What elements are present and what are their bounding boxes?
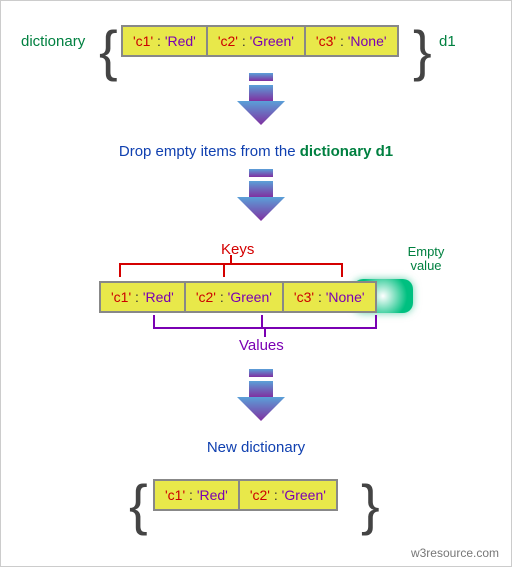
dict-row-1: 'c1' : 'Red' 'c2' : 'Green' 'c3' : 'None… xyxy=(121,25,399,57)
empty-value-label: Emptyvalue xyxy=(401,245,451,273)
brace-close-1: } xyxy=(413,31,432,71)
d1-label: d1 xyxy=(439,33,456,50)
arrow-3 xyxy=(231,369,291,427)
cell-r2-1: 'c2' : 'Green' xyxy=(185,282,283,312)
values-bracket xyxy=(153,315,377,329)
brace-close-3: } xyxy=(361,485,380,525)
cell-r2-2: 'c3' : 'None' xyxy=(283,282,376,312)
step-caption: Drop empty items from the dictionary d1 xyxy=(1,143,511,160)
cell-r3-0: 'c1' : 'Red' xyxy=(154,480,239,510)
dict-row-2: 'c1' : 'Red' 'c2' : 'Green' 'c3' : 'None… xyxy=(99,281,377,313)
keys-bracket xyxy=(119,263,343,277)
cell-r1-0: 'c1' : 'Red' xyxy=(122,26,207,56)
arrow-1 xyxy=(231,73,291,131)
brace-open-3: { xyxy=(129,485,148,525)
cell-r3-1: 'c2' : 'Green' xyxy=(239,480,337,510)
diagram-container: dictionary { 'c1' : 'Red' 'c2' : 'Green'… xyxy=(0,0,512,567)
cell-r1-1: 'c2' : 'Green' xyxy=(207,26,305,56)
cell-r1-2: 'c3' : 'None' xyxy=(305,26,398,56)
cell-r2-0: 'c1' : 'Red' xyxy=(100,282,185,312)
values-label: Values xyxy=(239,337,284,354)
new-dict-caption: New dictionary xyxy=(1,439,511,456)
arrow-2 xyxy=(231,169,291,227)
brace-open-1: { xyxy=(99,31,118,71)
footer-credit: w3resource.com xyxy=(411,546,499,560)
keys-label: Keys xyxy=(221,241,254,258)
dictionary-left-label: dictionary xyxy=(21,33,85,50)
dict-row-3: 'c1' : 'Red' 'c2' : 'Green' xyxy=(153,479,338,511)
